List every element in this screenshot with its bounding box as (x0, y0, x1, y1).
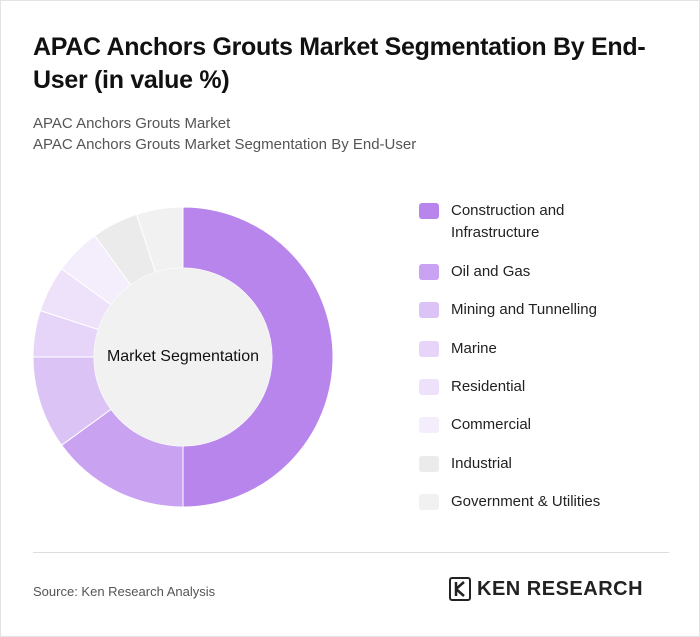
source-note: Source: Ken Research Analysis (33, 584, 216, 599)
donut-svg (32, 206, 334, 508)
legend-item: Residential (419, 376, 651, 398)
legend-item: Oil and Gas (419, 261, 651, 283)
logo-wordmark: KEN RESEARCH (477, 577, 644, 600)
donut-chart: Market Segmentation (31, 205, 335, 509)
donut-hole (94, 268, 272, 446)
legend-swatch (419, 494, 439, 510)
legend-swatch (419, 203, 439, 219)
legend-item: Commercial (419, 414, 651, 436)
legend-label: Construction and Infrastructure (451, 202, 565, 241)
legend-label: Commercial (451, 416, 532, 433)
legend-swatch (419, 379, 439, 395)
footer-divider (33, 552, 669, 553)
chart-subtitle: APAC Anchors Grouts Market (33, 115, 231, 132)
chart-subtitle-secondary: APAC Anchors Grouts Market Segmentation … (33, 136, 417, 153)
legend-swatch (419, 341, 439, 357)
legend-swatch (419, 302, 439, 318)
legend-swatch (419, 264, 439, 280)
legend-swatch (419, 417, 439, 433)
legend-item: Government & Utilities (419, 491, 651, 513)
legend-label: Marine (451, 340, 497, 357)
legend-label: Government & Utilities (451, 493, 601, 510)
legend-item: Construction and Infrastructure (419, 200, 651, 244)
legend-label: Residential (451, 378, 526, 395)
legend-label: Industrial (451, 455, 512, 472)
chart-title: APAC Anchors Grouts Market Segmentation … (33, 33, 646, 94)
legend-swatch (419, 456, 439, 472)
legend-label: Oil and Gas (451, 263, 531, 280)
legend-item: Industrial (419, 453, 651, 475)
legend-item: Mining and Tunnelling (419, 299, 651, 321)
legend-item: Marine (419, 338, 651, 360)
ken-logo-icon (449, 577, 471, 601)
legend-label: Mining and Tunnelling (451, 301, 597, 318)
ken-research-logo: KEN RESEARCH (449, 577, 643, 601)
